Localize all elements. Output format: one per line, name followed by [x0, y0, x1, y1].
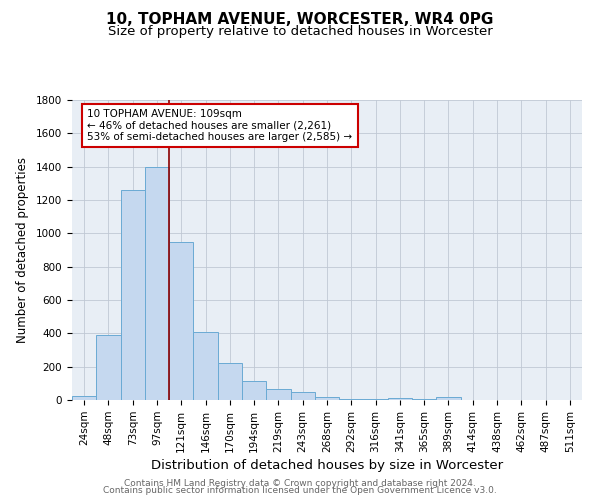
- Bar: [436, 396, 461, 400]
- Bar: [145, 166, 169, 400]
- Bar: [388, 398, 412, 400]
- X-axis label: Distribution of detached houses by size in Worcester: Distribution of detached houses by size …: [151, 459, 503, 472]
- Text: 10, TOPHAM AVENUE, WORCESTER, WR4 0PG: 10, TOPHAM AVENUE, WORCESTER, WR4 0PG: [106, 12, 494, 28]
- Bar: [339, 399, 364, 400]
- Bar: [364, 399, 388, 400]
- Bar: [193, 332, 218, 400]
- Text: Contains HM Land Registry data © Crown copyright and database right 2024.: Contains HM Land Registry data © Crown c…: [124, 478, 476, 488]
- Bar: [242, 381, 266, 400]
- Y-axis label: Number of detached properties: Number of detached properties: [16, 157, 29, 343]
- Bar: [121, 190, 145, 400]
- Text: Size of property relative to detached houses in Worcester: Size of property relative to detached ho…: [107, 25, 493, 38]
- Bar: [169, 242, 193, 400]
- Bar: [96, 335, 121, 400]
- Bar: [218, 362, 242, 400]
- Text: Contains public sector information licensed under the Open Government Licence v3: Contains public sector information licen…: [103, 486, 497, 495]
- Bar: [266, 389, 290, 400]
- Bar: [412, 399, 436, 400]
- Bar: [72, 396, 96, 400]
- Text: 10 TOPHAM AVENUE: 109sqm
← 46% of detached houses are smaller (2,261)
53% of sem: 10 TOPHAM AVENUE: 109sqm ← 46% of detach…: [88, 109, 352, 142]
- Bar: [290, 392, 315, 400]
- Bar: [315, 396, 339, 400]
